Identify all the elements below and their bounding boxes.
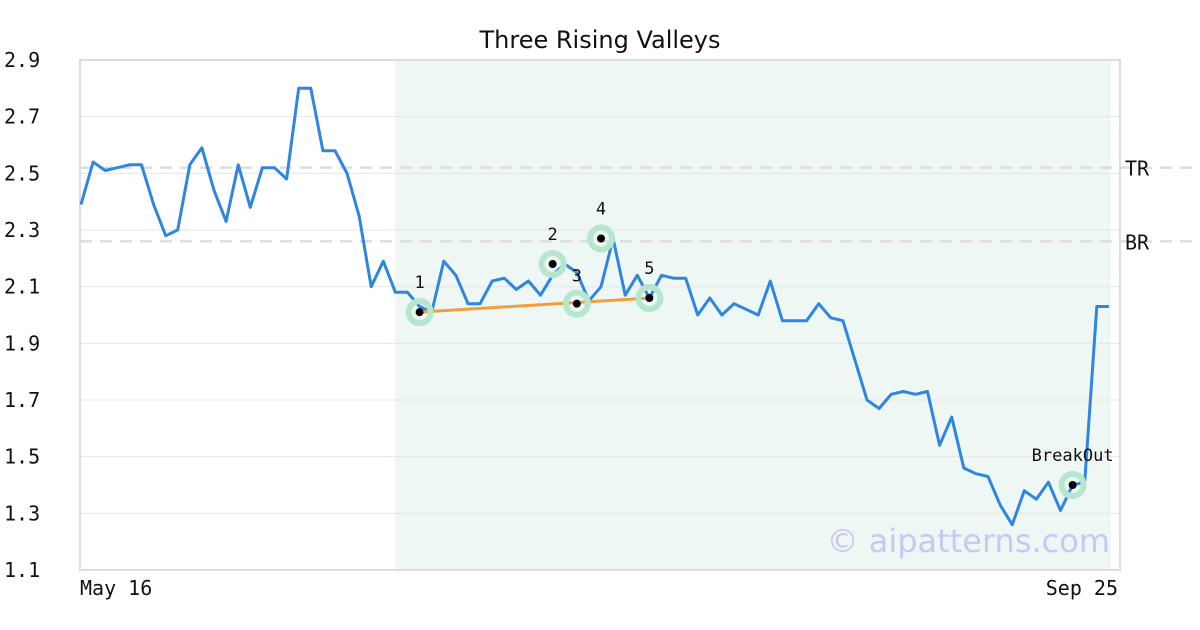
x-tick-label-start: May 16 <box>80 576 152 600</box>
y-tick-label: 2.7 <box>4 105 40 129</box>
pattern-points: 1 2 3 4 5 BreakOut <box>405 200 1114 499</box>
trendline-group <box>419 296 650 314</box>
point-label-3: 3 <box>572 267 582 287</box>
point-halo-4 <box>587 224 615 253</box>
point-marker-3 <box>572 299 581 308</box>
point-label-1: 1 <box>414 273 424 293</box>
point-label-4: 4 <box>596 200 606 220</box>
point-halo-3 <box>562 289 591 318</box>
y-tick-label: 1.7 <box>4 388 40 412</box>
watermark: © aipatterns.com <box>827 522 1110 560</box>
y-tick-label: 2.3 <box>4 218 40 242</box>
y-axis-ticks: 2.9 2.7 2.5 2.3 2.1 1.9 1.7 1.5 1.3 1.1 <box>4 48 40 582</box>
y-tick-label: 1.9 <box>4 331 40 355</box>
point-marker-breakout <box>1068 481 1077 489</box>
y-tick-label: 1.3 <box>4 501 40 525</box>
series-group <box>79 86 1109 527</box>
point-marker-2 <box>548 260 557 268</box>
x-tick-label-end: Sep 25 <box>1046 576 1118 600</box>
point-label-breakout: BreakOut <box>1032 446 1114 466</box>
point-marker-5 <box>645 294 654 302</box>
point-halo-2 <box>538 250 567 278</box>
point-label-2: 2 <box>548 225 558 245</box>
point-marker-1 <box>415 308 424 317</box>
point-halo-breakout <box>1058 471 1087 499</box>
reference-label-tr: TR <box>1125 157 1150 181</box>
point-label-5: 5 <box>644 259 654 279</box>
y-tick-label: 1.1 <box>4 558 40 582</box>
point-halo-5 <box>635 284 664 312</box>
plot-frame <box>79 59 1121 571</box>
price-series-line <box>79 86 1109 527</box>
shaded-region-group <box>395 60 1111 570</box>
shaded-region <box>395 60 1111 570</box>
valley-trendline <box>419 296 650 314</box>
point-marker-4 <box>597 234 605 243</box>
y-tick-label: 2.1 <box>4 275 40 299</box>
reference-label-br: BR <box>1125 230 1150 254</box>
y-tick-label: 2.9 <box>4 48 40 72</box>
y-tick-label: 2.5 <box>4 161 40 185</box>
y-tick-label: 1.5 <box>4 445 40 469</box>
point-halo-1 <box>405 298 434 327</box>
chart-title: Three Rising Valleys <box>478 26 720 54</box>
